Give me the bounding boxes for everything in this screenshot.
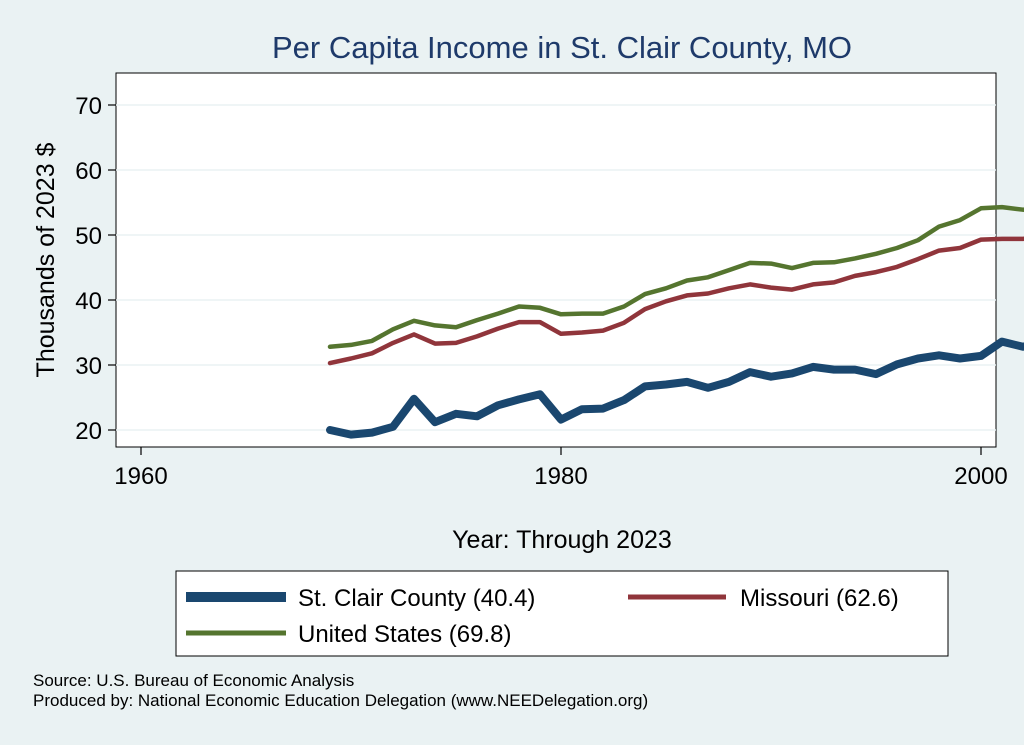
chart-title: Per Capita Income in St. Clair County, M… [272, 30, 852, 65]
y-tick-label-70: 70 [75, 93, 102, 120]
plot-area [115, 72, 997, 448]
producer-note: Produced by: National Economic Education… [33, 691, 649, 710]
y-tick-label-20: 20 [75, 418, 102, 445]
y-tick-label-30: 30 [75, 353, 102, 380]
y-tick-label-40: 40 [75, 288, 102, 315]
legend-label-united-states: United States (69.8) [298, 621, 511, 648]
x-tick-label-1960: 1960 [114, 463, 167, 490]
y-axis: 20 30 40 50 60 70 [75, 93, 116, 445]
legend: St. Clair County (40.4) Missouri (62.6) … [175, 570, 949, 657]
legend-box [175, 570, 949, 657]
y-axis-label: Thousands of 2023 $ [32, 142, 60, 377]
legend-label-missouri: Missouri (62.6) [740, 585, 899, 612]
series-lines [326, 204, 1024, 439]
x-axis: 19601980200020202040 [114, 447, 1008, 490]
series-line-missouri [327, 236, 1024, 366]
y-tick-label-50: 50 [75, 223, 102, 250]
x-axis-label: Year: Through 2023 [452, 526, 672, 554]
series-line-st-clair [326, 337, 1024, 439]
legend-label-st-clair: St. Clair County (40.4) [298, 585, 535, 612]
x-tick-label-2000: 2000 [954, 463, 1007, 490]
y-tick-label-60: 60 [75, 158, 102, 185]
series-line-united-states [327, 204, 1024, 350]
x-tick-label-1980: 1980 [534, 463, 587, 490]
source-note: Source: U.S. Bureau of Economic Analysis [33, 671, 355, 690]
gridlines [116, 104, 996, 431]
